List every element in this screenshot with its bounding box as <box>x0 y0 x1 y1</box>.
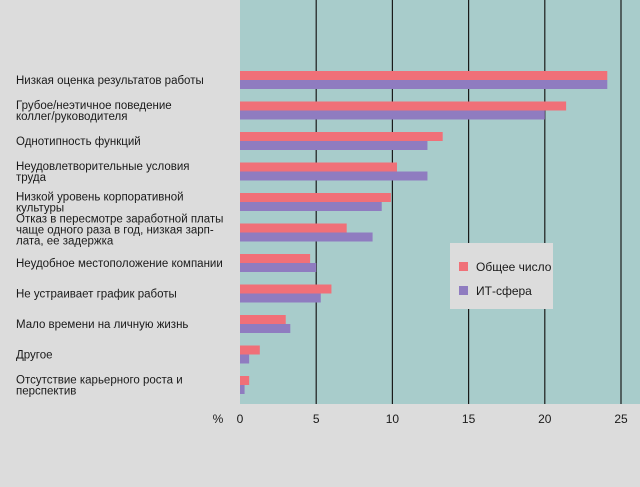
bar-total-7 <box>240 284 332 294</box>
x-tick-label-0: 0 <box>237 412 244 426</box>
bars <box>240 71 608 394</box>
x-tick-label-5: 5 <box>313 412 320 426</box>
category-label-4-line-0: Низкой уровень корпоративной <box>16 192 184 204</box>
bar-it-4 <box>240 202 382 211</box>
bar-it-8 <box>240 324 291 333</box>
x-tick-label-10: 10 <box>386 412 400 426</box>
category-label-1-line-1: коллег/руководителя <box>16 111 127 123</box>
category-label-10-line-1: перспектив <box>16 386 76 398</box>
bar-total-3 <box>240 162 397 172</box>
bar-total-10 <box>240 376 250 385</box>
legend-label-it: ИТ-сфера <box>476 284 532 298</box>
category-label-3-line-1: труда <box>16 172 47 184</box>
bar-it-10 <box>240 385 245 394</box>
x-tick-label-15: 15 <box>462 412 476 426</box>
bar-total-1 <box>240 101 567 111</box>
category-label-5-line-0: Отказ в пересмотре заработной платы <box>16 214 223 226</box>
category-label-6-line-0: Неудобное местоположение компании <box>16 258 223 270</box>
bar-it-0 <box>240 80 608 89</box>
bar-it-2 <box>240 141 428 150</box>
bar-total-0 <box>240 71 608 80</box>
legend-swatch-total <box>459 262 468 271</box>
x-axis-unit-label: % <box>213 412 224 426</box>
bar-it-7 <box>240 293 321 303</box>
category-label-9-line-0: Другое <box>16 350 53 362</box>
bar-total-4 <box>240 193 391 202</box>
bar-total-2 <box>240 132 443 141</box>
x-tick-label-25: 25 <box>614 412 628 426</box>
category-label-1-line-0: Грубое/неэтичное поведение <box>16 100 172 112</box>
category-label-2-line-0: Однотипность функций <box>16 136 141 148</box>
bar-it-5 <box>240 232 373 242</box>
bar-total-9 <box>240 345 260 355</box>
bar-total-6 <box>240 254 311 263</box>
legend: Общее число ИТ-сфера <box>450 243 553 309</box>
category-label-10-line-0: Отсутствие карьерного роста и <box>16 375 183 387</box>
x-tick-label-20: 20 <box>538 412 552 426</box>
bar-it-6 <box>240 263 317 272</box>
category-label-3-line-0: Неудовлетворительные условия <box>16 161 190 173</box>
bar-total-8 <box>240 315 286 324</box>
bar-it-1 <box>240 110 545 120</box>
bar-it-3 <box>240 171 428 181</box>
category-label-5-line-1: чаще одного раза в год, низкая зарп- <box>16 225 214 237</box>
legend-swatch-it <box>459 286 468 295</box>
x-axis-ticks: 0 5 10 15 20 25 <box>237 412 628 426</box>
category-label-4-line-1: культуры <box>16 203 64 215</box>
category-labels: Низкая оценка результатов работы Грубое/н… <box>16 75 223 398</box>
bar-total-5 <box>240 223 347 233</box>
legend-label-total: Общее число <box>476 260 552 274</box>
category-label-0-line-0: Низкая оценка результатов работы <box>16 75 204 87</box>
legend-box <box>450 243 553 309</box>
category-label-5-line-2: лата, ее задержка <box>16 236 114 248</box>
category-label-7-line-0: Не устраивает график работы <box>16 289 177 301</box>
bar-it-9 <box>240 354 250 364</box>
category-label-8-line-0: Мало времени на личную жизнь <box>16 319 188 331</box>
